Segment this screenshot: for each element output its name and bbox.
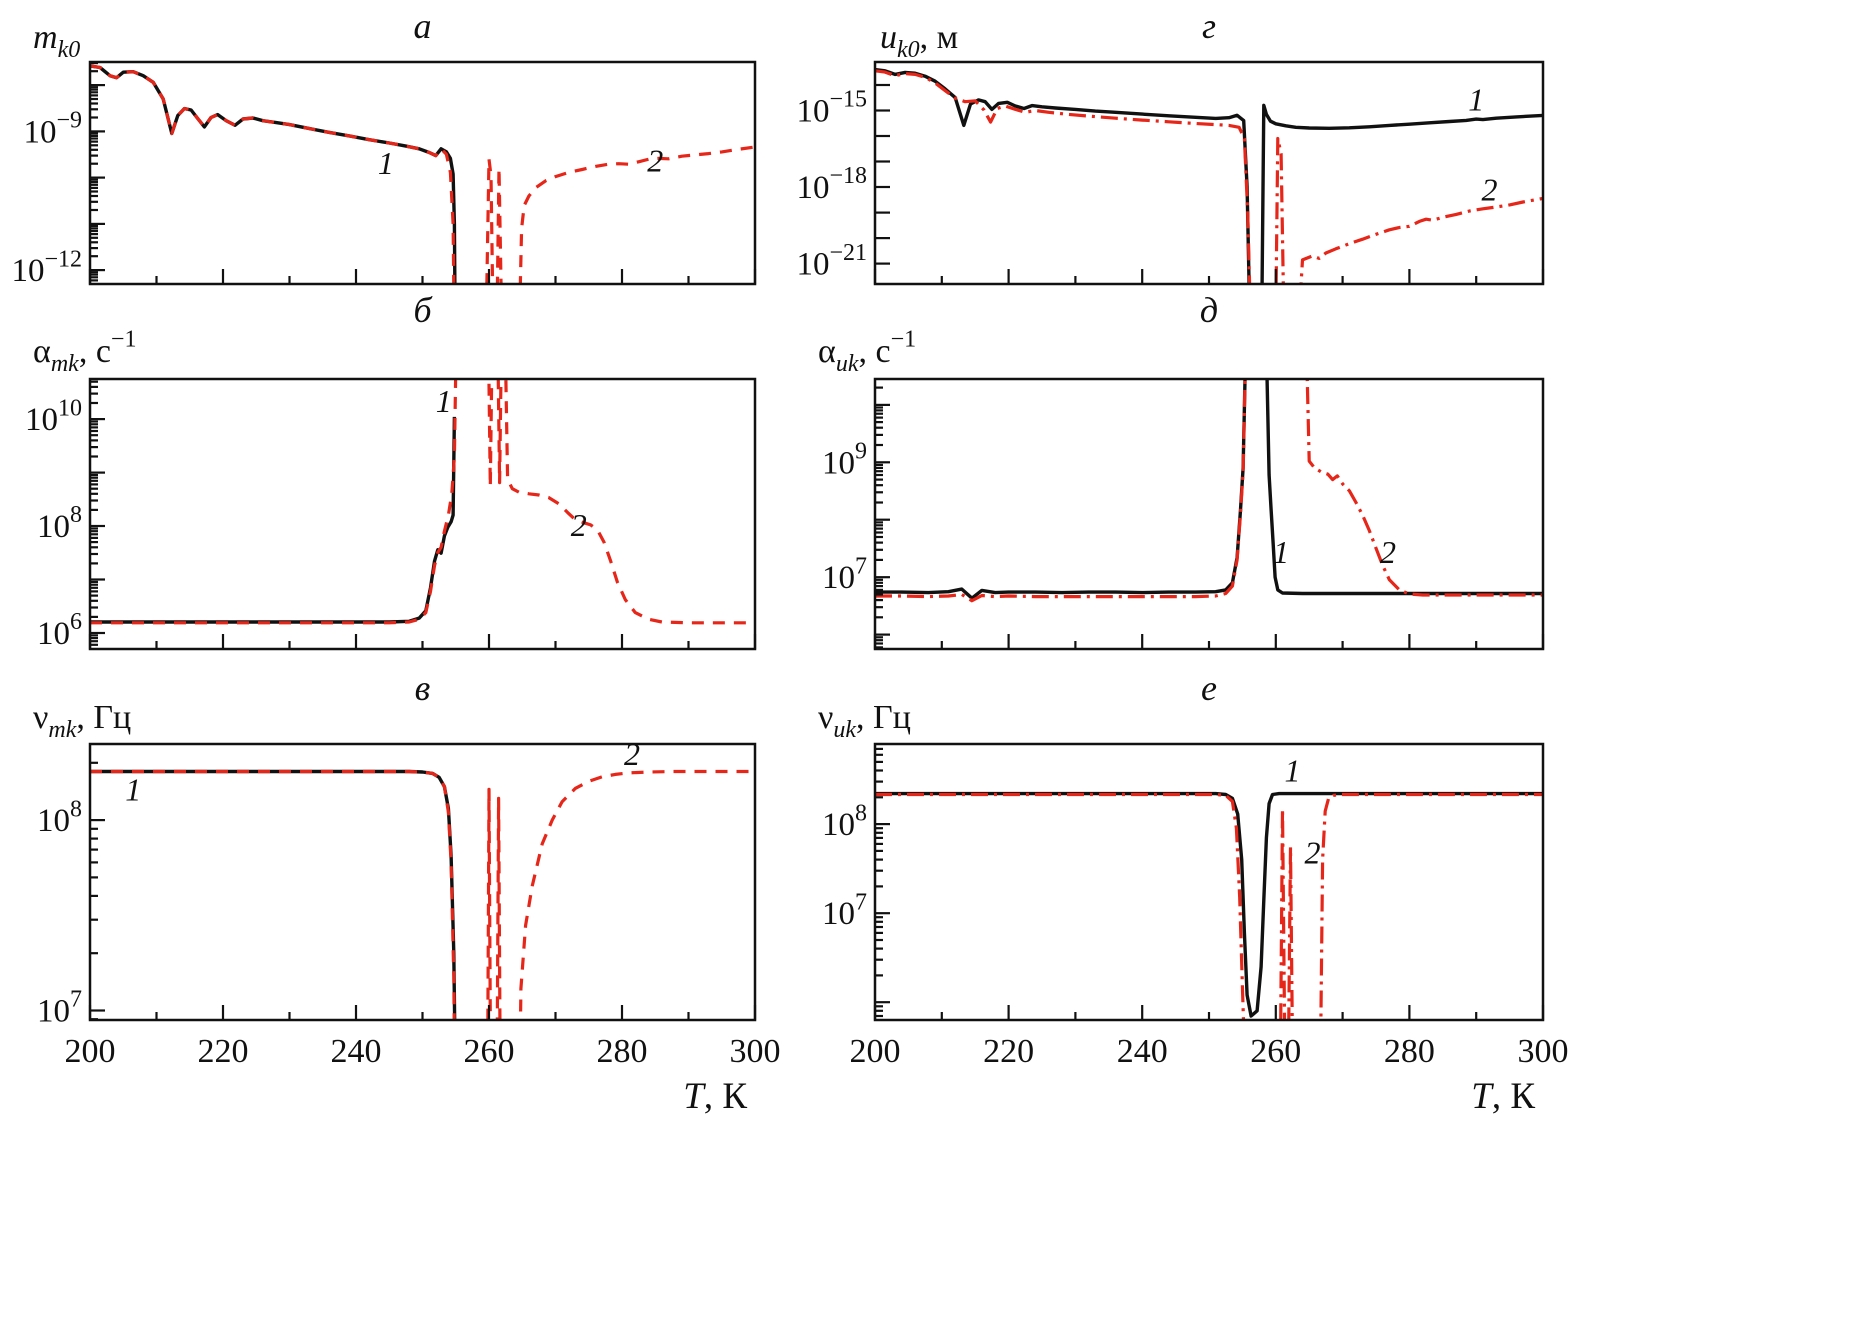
- x-tick-label: 240: [1117, 1033, 1168, 1070]
- panel-v-ticks: [88, 761, 757, 1021]
- x-tick-label: 260: [1250, 1033, 1301, 1070]
- panel-title: б: [413, 290, 433, 330]
- panel-b-curve-1: [90, 416, 457, 624]
- y-axis-title: mk0: [33, 19, 80, 63]
- y-tick-label: 10−21: [796, 240, 867, 283]
- panel-title: е: [1201, 668, 1217, 708]
- y-tick-label: 1010: [25, 395, 82, 438]
- y-tick-label: 108: [37, 796, 82, 839]
- curve-label-2: 2: [1380, 534, 1396, 570]
- panel-e-frame: [873, 742, 1545, 1022]
- y-tick-label: 109: [822, 438, 867, 481]
- panel-b: 1010 108 106 б αmk, с−1 1 2: [25, 290, 757, 652]
- curve-label-2: 2: [571, 507, 587, 543]
- panel-title: в: [415, 668, 431, 708]
- panel-d-ticks: [873, 386, 1545, 649]
- y-tick-label: 107: [822, 889, 867, 932]
- panel-title: г: [1202, 6, 1216, 46]
- panel-a-frame: [88, 60, 757, 286]
- x-tick-label: 220: [198, 1033, 249, 1070]
- x-tick-label: 200: [65, 1033, 116, 1070]
- x-tick-label: 240: [331, 1033, 382, 1070]
- curve-label-1: 1: [378, 145, 394, 181]
- panel-e-ticks: [873, 747, 1545, 1020]
- y-tick-label: 10−15: [796, 87, 867, 130]
- panel-a-curve-1: [90, 64, 457, 284]
- panel-a-curve-2: [90, 64, 755, 284]
- curve-label-1: 1: [436, 383, 452, 419]
- panel-d-curve-2: [875, 379, 1543, 603]
- panel-b-curve-2: [90, 379, 755, 625]
- panel-b-frame: [88, 377, 757, 651]
- y-axis-title: νuk, Гц: [818, 699, 911, 743]
- panel-b-ticks: [88, 380, 757, 649]
- panel-v-curve-1: [90, 769, 457, 1020]
- panel-e-curve-2: [875, 792, 1543, 1020]
- panel-v-curve-2: [90, 769, 755, 1020]
- x-axis-title: T, К: [683, 1076, 747, 1117]
- x-tick-label: 200: [850, 1033, 901, 1070]
- panel-a: 10−9 10−12 а mk0 1 2: [11, 6, 757, 289]
- x-tick-label: 280: [1384, 1033, 1435, 1070]
- x-tick-label: 260: [464, 1033, 515, 1070]
- curve-label-2: 2: [1305, 835, 1321, 871]
- curve-label-2: 2: [1482, 171, 1498, 207]
- y-axis-title: αmk, с−1: [33, 327, 136, 377]
- y-tick-label: 106: [37, 609, 82, 652]
- panel-d-curve-1: [875, 379, 1543, 600]
- panel-g-curve-1: [875, 67, 1543, 284]
- panel-g-frame: [873, 60, 1545, 286]
- curve-label-1: 1: [1273, 534, 1289, 570]
- curve-label-2: 2: [624, 736, 640, 772]
- panel-e-curve-1: [875, 791, 1543, 1018]
- panel-g-ticks: [873, 83, 1545, 284]
- panel-g-curve-2: [875, 69, 1543, 284]
- curve-label-1: 1: [1285, 753, 1301, 789]
- y-tick-label: 10−9: [23, 108, 82, 151]
- panel-g: 10−15 10−18 10−21 г uk0, м 1 2: [796, 6, 1545, 286]
- x-tick-label: 300: [730, 1033, 781, 1070]
- x-tick-label: 220: [983, 1033, 1034, 1070]
- x-axis-title: T, К: [1471, 1076, 1535, 1117]
- panel-title: а: [414, 6, 432, 46]
- y-tick-label: 10−12: [11, 246, 82, 289]
- y-axis-title: uk0, м: [880, 19, 958, 63]
- panel-e: 108 107 200 220 240 260 280 300 T, К е νuk, Гц 1 2: [818, 668, 1569, 1117]
- y-tick-label: 108: [822, 800, 867, 843]
- panel-title: д: [1200, 290, 1218, 330]
- y-axis-title: αuk, с−1: [818, 327, 916, 377]
- panel-d-frame: [873, 377, 1545, 651]
- y-tick-label: 10−18: [796, 163, 867, 206]
- x-tick-label: 300: [1518, 1033, 1569, 1070]
- y-tick-label: 108: [37, 502, 82, 545]
- curve-label-1: 1: [1468, 81, 1484, 117]
- y-axis-title: νmk, Гц: [33, 699, 131, 743]
- y-tick-label: 107: [822, 553, 867, 596]
- y-tick-label: 107: [37, 987, 82, 1030]
- curve-label-2: 2: [647, 143, 663, 179]
- panel-d: 109 107 д αuk, с−1 1 2: [818, 290, 1545, 651]
- panel-v-frame: [88, 742, 757, 1022]
- curve-label-1: 1: [125, 771, 141, 807]
- x-tick-label: 280: [597, 1033, 648, 1070]
